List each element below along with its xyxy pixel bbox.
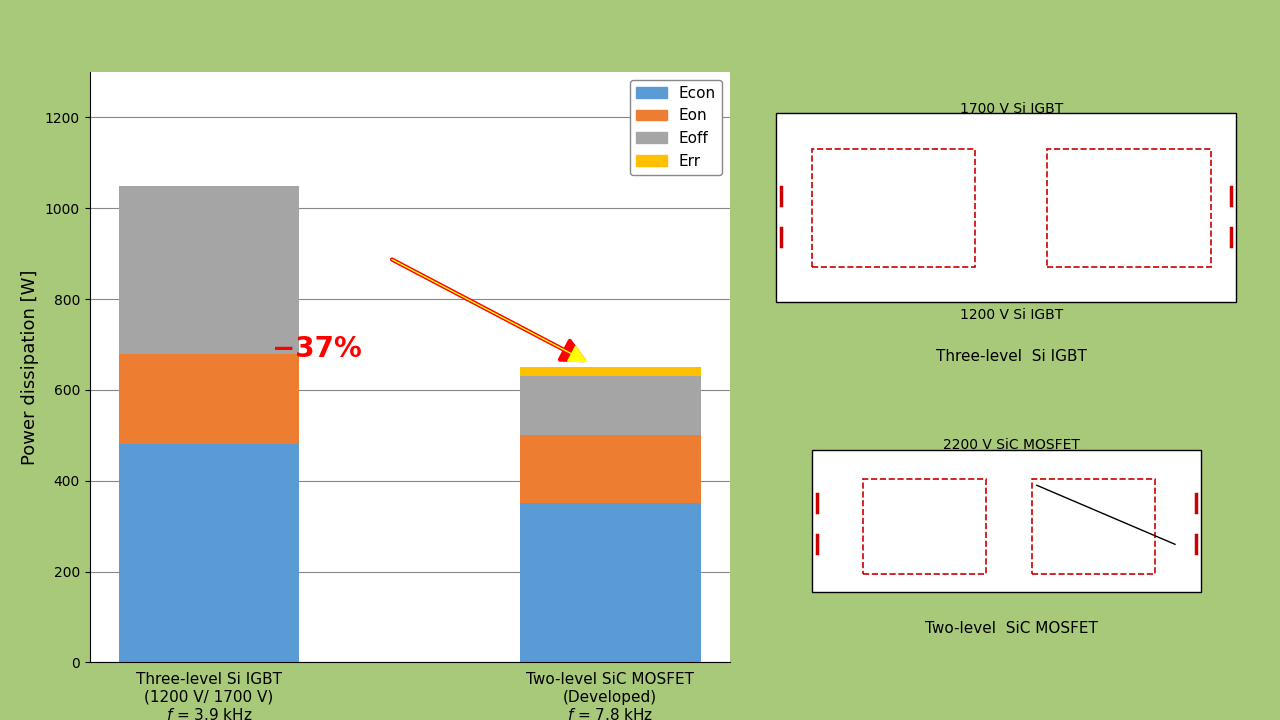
Bar (119, 354, 300, 444)
FancyBboxPatch shape (812, 149, 975, 267)
Bar (520, 367, 700, 377)
Text: 1200 V Si IGBT: 1200 V Si IGBT (960, 308, 1062, 322)
Bar (119, 444, 300, 662)
Bar (119, 186, 300, 354)
Y-axis label: Power dissipation [W]: Power dissipation [W] (22, 269, 40, 465)
Bar (520, 377, 700, 436)
Legend: Econ, Eon, Eoff, Err: Econ, Eon, Eoff, Err (630, 80, 722, 175)
Text: 1700 V Si IGBT: 1700 V Si IGBT (960, 102, 1062, 115)
Text: Three-level  Si IGBT: Three-level Si IGBT (936, 349, 1087, 364)
Text: −37%: −37% (271, 335, 361, 363)
Bar (520, 436, 700, 503)
FancyBboxPatch shape (776, 113, 1236, 302)
FancyBboxPatch shape (863, 480, 986, 574)
FancyBboxPatch shape (812, 450, 1201, 592)
Bar (520, 503, 700, 662)
Text: 2200 V SiC MOSFET: 2200 V SiC MOSFET (943, 438, 1079, 452)
Text: Two-level  SiC MOSFET: Two-level SiC MOSFET (924, 621, 1098, 636)
FancyBboxPatch shape (1047, 149, 1211, 267)
FancyBboxPatch shape (1032, 480, 1155, 574)
